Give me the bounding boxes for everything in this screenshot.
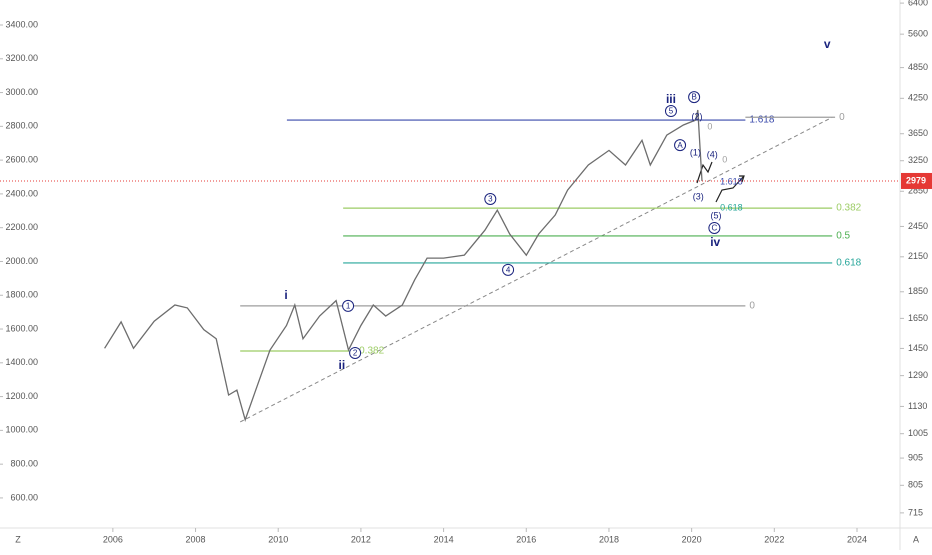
price-tag-label: 2979 [906, 175, 926, 185]
wave-label: B [691, 93, 696, 102]
fib-small-label: 1.618 [720, 177, 743, 187]
x-tick-label: 2012 [351, 534, 371, 544]
y2-tick-label: 905 [908, 452, 923, 462]
y2-tick-label: 1290 [908, 370, 928, 380]
fib-small-label: 0 [722, 155, 727, 165]
projection-drawing [696, 161, 745, 203]
y-tick-label: 600.00 [10, 492, 38, 502]
y-tick-label: 800.00 [10, 459, 38, 469]
fib-small-label: 0 [707, 121, 712, 131]
y-tick-label: 1200.00 [5, 391, 38, 401]
x-tick-label: 2014 [434, 534, 454, 544]
y2-tick-label: 1850 [908, 286, 928, 296]
fib-level-label: 0.618 [836, 258, 861, 269]
wave-circle [664, 105, 677, 118]
x-tick-label: 2020 [682, 534, 702, 544]
wave-circle [688, 91, 701, 104]
y-tick-label: 2200.00 [5, 222, 38, 232]
wave-label: iv [710, 235, 720, 249]
wave-label: 5 [669, 107, 674, 116]
wave-label: 3 [488, 195, 493, 204]
x-tick-label: 2018 [599, 534, 619, 544]
y2-tick-label: 805 [908, 480, 923, 490]
y2-tick-label: 4250 [908, 93, 928, 103]
y2-tick-label: 1005 [908, 428, 928, 438]
wave-label: C [711, 224, 717, 233]
x-tick-label: 2010 [268, 534, 288, 544]
wave-label: (4) [707, 149, 718, 159]
price-tag [901, 172, 932, 189]
wave-label: (3) [693, 192, 704, 202]
y2-tick-label: 2150 [908, 251, 928, 261]
wave-circle [502, 263, 515, 276]
y-tick-label: 2400.00 [5, 188, 38, 198]
y-tick-label: 3200.00 [5, 53, 38, 63]
fib-level-label: 0 [749, 301, 755, 312]
wave-label: i [284, 288, 287, 302]
fib-small-label: 0.618 [720, 202, 743, 212]
wave-label: v [824, 37, 831, 51]
y2-tick-label: 2450 [908, 221, 928, 231]
y-tick-label: 2000.00 [5, 256, 38, 266]
y-tick-label: 1400.00 [5, 357, 38, 367]
y2-tick-label: 6400 [908, 0, 928, 7]
y2-tick-label: 2850 [908, 186, 928, 196]
y2-tick-label: 5600 [908, 29, 928, 39]
fib-level-label: 0.382 [359, 346, 384, 357]
wave-label: 1 [346, 302, 351, 311]
x-tick-label: 2024 [847, 534, 867, 544]
y2-tick-label: 1130 [908, 401, 927, 411]
y-tick-label: 1800.00 [5, 290, 38, 300]
wave-label: iii [666, 92, 676, 106]
x-tick-label: 2016 [516, 534, 536, 544]
wave-circle [484, 192, 497, 205]
y-tick-label: 1000.00 [5, 425, 38, 435]
scale-button[interactable]: Z [15, 534, 21, 544]
wave-circle [349, 346, 362, 359]
fib-level-label: 0 [839, 112, 845, 123]
wave-label: A [677, 141, 683, 150]
x-tick-label: 2022 [764, 534, 784, 544]
x-tick-label: 2008 [186, 534, 206, 544]
wave-label: (2) [692, 112, 703, 122]
y2-tick-label: 1450 [908, 343, 928, 353]
fib-level-label: 0.5 [836, 231, 850, 242]
wave-circle [708, 221, 721, 234]
fib-level-label: 1.618 [749, 115, 774, 126]
y2-tick-label: 715 [908, 507, 923, 517]
wave-label: 2 [353, 349, 358, 358]
y2-tick-label: 4850 [908, 62, 928, 72]
x-tick-label: 2006 [103, 534, 123, 544]
wave-circle [674, 139, 687, 152]
y2-tick-label: 1650 [908, 313, 928, 323]
y2-tick-label: 3650 [908, 128, 928, 138]
y-tick-label: 2600.00 [5, 154, 38, 164]
y-tick-label: 3000.00 [5, 87, 38, 97]
price-line [104, 109, 703, 422]
y-tick-label: 2800.00 [5, 121, 38, 131]
scale-button[interactable]: A [913, 534, 919, 544]
wave-label: (5) [711, 210, 722, 220]
y2-tick-label: 3250 [908, 155, 928, 165]
wave-label: (1) [690, 147, 701, 157]
y-tick-label: 3400.00 [5, 19, 38, 29]
fib-level-label: 0.382 [836, 203, 861, 214]
wave-circle [342, 299, 355, 312]
y-tick-label: 1600.00 [5, 323, 38, 333]
trend-line [239, 116, 833, 423]
wave-label: 4 [506, 265, 511, 274]
wave-label: ii [339, 358, 346, 372]
